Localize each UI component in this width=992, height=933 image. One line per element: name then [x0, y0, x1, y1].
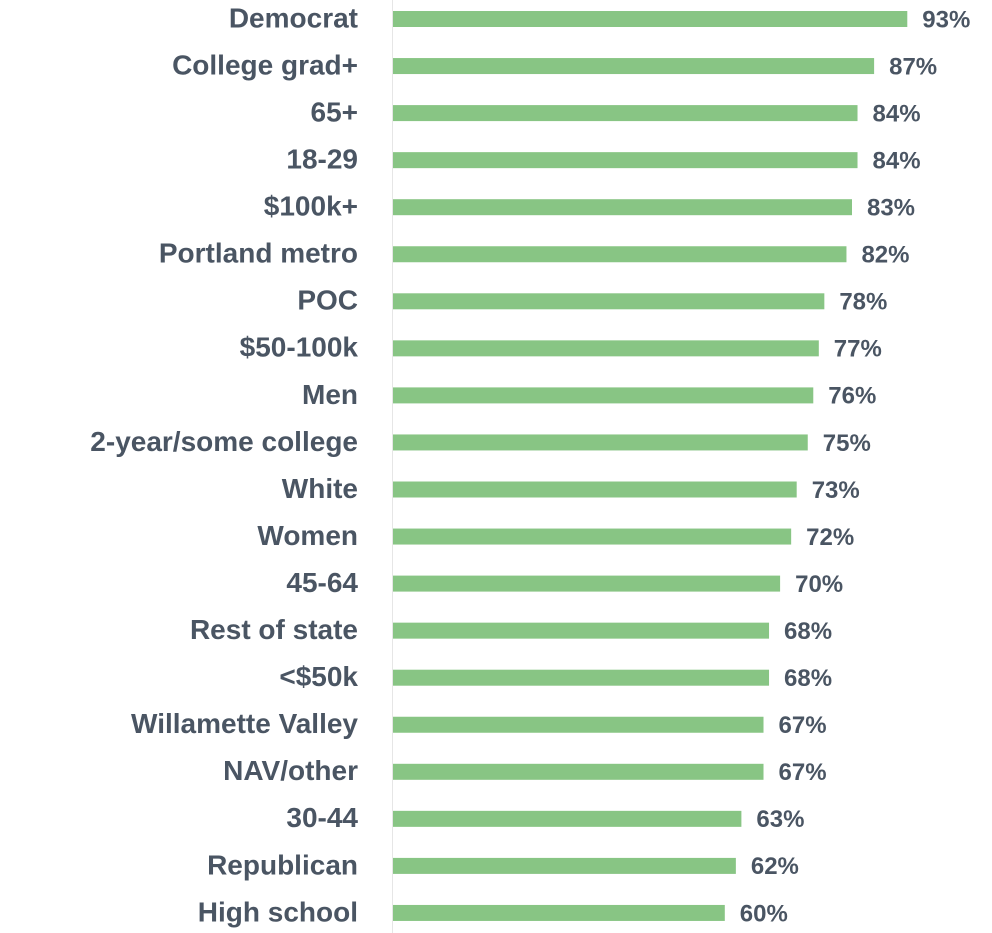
- value-label: 78%: [839, 289, 887, 316]
- bar: [393, 857, 736, 874]
- bar: [393, 105, 858, 122]
- category-label: 65+: [311, 96, 359, 127]
- bar: [393, 199, 852, 216]
- bar: [393, 904, 725, 921]
- bar: [393, 763, 764, 780]
- value-label: 75%: [823, 430, 871, 457]
- bar: [393, 152, 858, 169]
- bar: [393, 528, 792, 545]
- category-label: Women: [257, 520, 358, 551]
- bar: [393, 340, 819, 357]
- value-label: 68%: [784, 618, 832, 645]
- value-label: 87%: [889, 53, 937, 80]
- value-label: 83%: [867, 195, 915, 222]
- value-label: 84%: [873, 100, 921, 127]
- value-label: 60%: [740, 900, 788, 927]
- category-label: 45-64: [286, 567, 358, 598]
- value-label: 73%: [812, 477, 860, 504]
- bar: [393, 293, 825, 310]
- category-label: <$50k: [279, 661, 358, 692]
- category-label: High school: [198, 896, 358, 927]
- value-label: 67%: [779, 759, 827, 786]
- value-label: 77%: [834, 336, 882, 363]
- category-label: Rest of state: [190, 614, 358, 645]
- category-label: POC: [297, 285, 358, 316]
- category-label: Men: [302, 379, 358, 410]
- bar: [393, 387, 814, 404]
- category-label: White: [282, 473, 358, 504]
- category-label: 18-29: [286, 144, 358, 175]
- bar: [393, 669, 770, 686]
- value-label: 70%: [795, 571, 843, 598]
- value-label: 84%: [873, 147, 921, 174]
- value-label: 72%: [806, 524, 854, 551]
- bar: [393, 575, 781, 592]
- value-label: 62%: [751, 853, 799, 880]
- bar: [393, 11, 908, 27]
- category-label: $100k+: [264, 191, 358, 222]
- category-label: 2-year/some college: [90, 426, 358, 457]
- category-label: College grad+: [172, 49, 358, 80]
- value-label: 68%: [784, 665, 832, 692]
- bar: [393, 434, 808, 451]
- category-label: NAV/other: [223, 755, 358, 786]
- value-label: 67%: [779, 712, 827, 739]
- bar: [393, 481, 797, 498]
- category-label: Democrat: [229, 2, 358, 33]
- value-label: 76%: [828, 383, 876, 410]
- value-label: 82%: [861, 242, 909, 269]
- category-label: Portland metro: [159, 238, 358, 269]
- category-label: 30-44: [286, 802, 358, 833]
- value-label: 63%: [756, 806, 804, 833]
- category-label: Willamette Valley: [131, 708, 358, 739]
- category-label: Republican: [207, 849, 358, 880]
- bar: [393, 810, 742, 827]
- value-label: 93%: [922, 6, 970, 33]
- bar: [393, 246, 847, 263]
- category-label: $50-100k: [240, 332, 359, 363]
- bar: [393, 622, 770, 639]
- bar: [393, 58, 875, 75]
- bar: [393, 716, 764, 733]
